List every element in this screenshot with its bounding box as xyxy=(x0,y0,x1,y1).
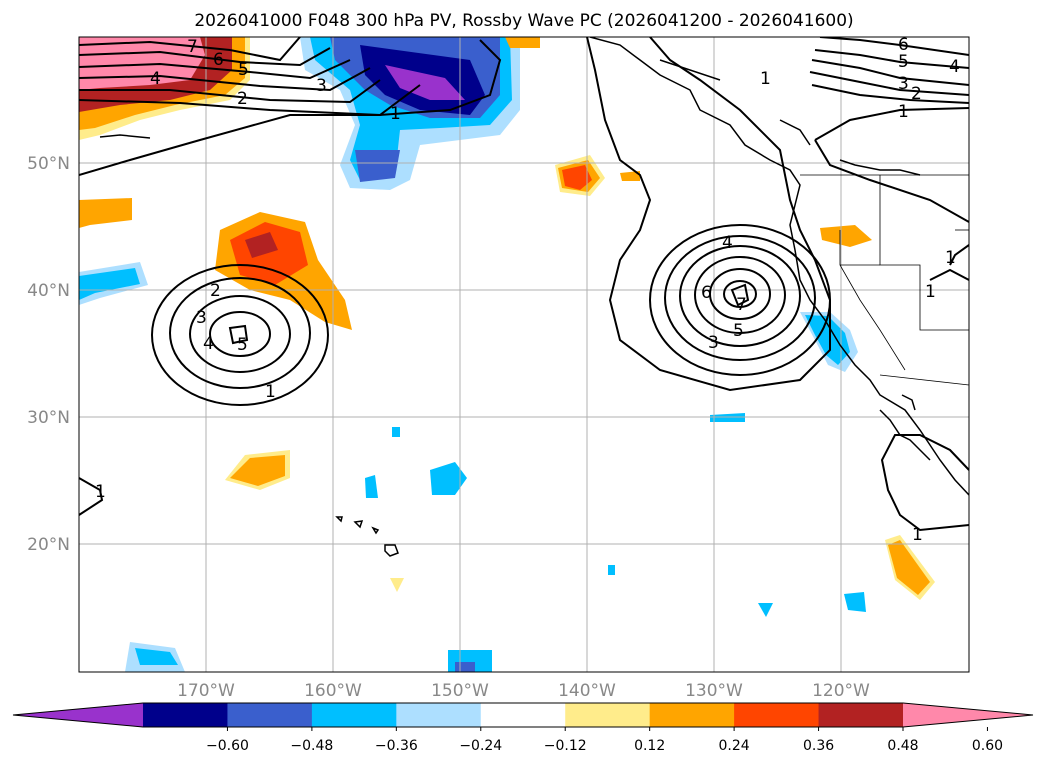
coastlines xyxy=(99,37,969,557)
colorbar-outline xyxy=(12,702,1034,728)
contour-label: 1 xyxy=(898,102,909,122)
colorbar: −0.60 −0.48 −0.36 −0.24 −0.12 0.12 0.24 0.36 0.4… xyxy=(12,702,1034,754)
contour-label: 2 xyxy=(911,84,922,104)
lon-label: 160°W xyxy=(304,681,362,701)
colorbar-segment xyxy=(818,703,904,727)
contour-label: 6 xyxy=(898,35,909,55)
contour-label: 3 xyxy=(196,308,207,328)
contour-label: 1 xyxy=(760,69,771,89)
lon-label: 120°W xyxy=(812,681,870,701)
colorbar-tick-label: 0.12 xyxy=(634,738,665,754)
borders xyxy=(800,174,969,386)
lat-label: 30°N xyxy=(27,408,70,428)
colorbar-tick-label: 0.60 xyxy=(972,738,1003,754)
contour-label: 2 xyxy=(210,281,221,301)
colorbar-segment xyxy=(649,703,735,727)
lat-label: 50°N xyxy=(27,154,70,174)
contour-label: 2 xyxy=(237,89,248,109)
lon-labels: 170°W 160°W 150°W 140°W 130°W 120°W xyxy=(177,681,870,701)
colorbar-extend-low xyxy=(13,703,143,727)
contour-label: 4 xyxy=(722,233,733,253)
gridlines xyxy=(79,37,969,672)
lat-label: 20°N xyxy=(27,535,70,555)
map-frame xyxy=(78,36,970,673)
colorbar-tick-label: −0.36 xyxy=(375,738,418,754)
colorbar-segment xyxy=(734,703,820,727)
lon-label: 130°W xyxy=(685,681,743,701)
contour-label: 4 xyxy=(150,69,161,89)
contour-label: 3 xyxy=(898,74,909,94)
contour-label: 1 xyxy=(945,248,956,268)
colorbar-tick-label: 0.24 xyxy=(719,738,750,754)
colorbar-tick-label: 0.48 xyxy=(887,738,918,754)
lon-label: 140°W xyxy=(558,681,616,701)
contour-label: 4 xyxy=(203,334,214,354)
colorbar-segment xyxy=(480,703,566,727)
colorbar-segment xyxy=(311,703,397,727)
colorbar-segment xyxy=(227,703,313,727)
contour-label: 6 xyxy=(701,283,712,303)
lat-label: 40°N xyxy=(27,281,70,301)
contour-label: 6 xyxy=(213,50,224,70)
contour-label: 3 xyxy=(316,76,327,96)
figure-title: 2026041000 F048 300 hPa PV, Rossby Wave … xyxy=(194,11,853,31)
contour-label: 3 xyxy=(708,333,719,353)
contour-label: 1 xyxy=(912,525,923,545)
contour-label: 5 xyxy=(238,60,249,80)
lat-labels: 50°N 40°N 30°N 20°N xyxy=(27,154,70,555)
contour-label: 7 xyxy=(187,37,198,57)
colorbar-tick-label: −0.24 xyxy=(459,738,502,754)
contour-label: 5 xyxy=(733,321,744,341)
colorbar-tick-label: 0.36 xyxy=(803,738,834,754)
colorbar-segment xyxy=(565,703,651,727)
pv-contours xyxy=(79,37,969,532)
contour-label: 4 xyxy=(949,57,960,77)
contour-labels: 2 3 4 5 1 4 6 7 5 3 7 6 5 4 3 2 1 6 5 4 … xyxy=(95,35,960,545)
map-panel: 2 3 4 5 1 4 6 7 5 3 7 6 5 4 3 2 1 6 5 4 … xyxy=(79,35,969,672)
colorbar-tick-label: −0.48 xyxy=(290,738,333,754)
colorbar-segment xyxy=(143,703,228,727)
colorbar-segment xyxy=(396,703,482,727)
contour-label: 5 xyxy=(237,335,248,355)
contour-label: 5 xyxy=(898,52,909,72)
lon-label: 150°W xyxy=(431,681,489,701)
contour-label: 1 xyxy=(390,104,401,124)
colorbar-tick-label: −0.12 xyxy=(544,738,587,754)
contour-label: 1 xyxy=(265,382,276,402)
contour-label: 7 xyxy=(736,295,747,315)
colorbar-extend-high xyxy=(903,703,1033,727)
contour-label: 1 xyxy=(925,282,936,302)
contour-label: 1 xyxy=(95,482,106,502)
colorbar-tick-label: −0.60 xyxy=(206,738,249,754)
lon-label: 170°W xyxy=(177,681,235,701)
